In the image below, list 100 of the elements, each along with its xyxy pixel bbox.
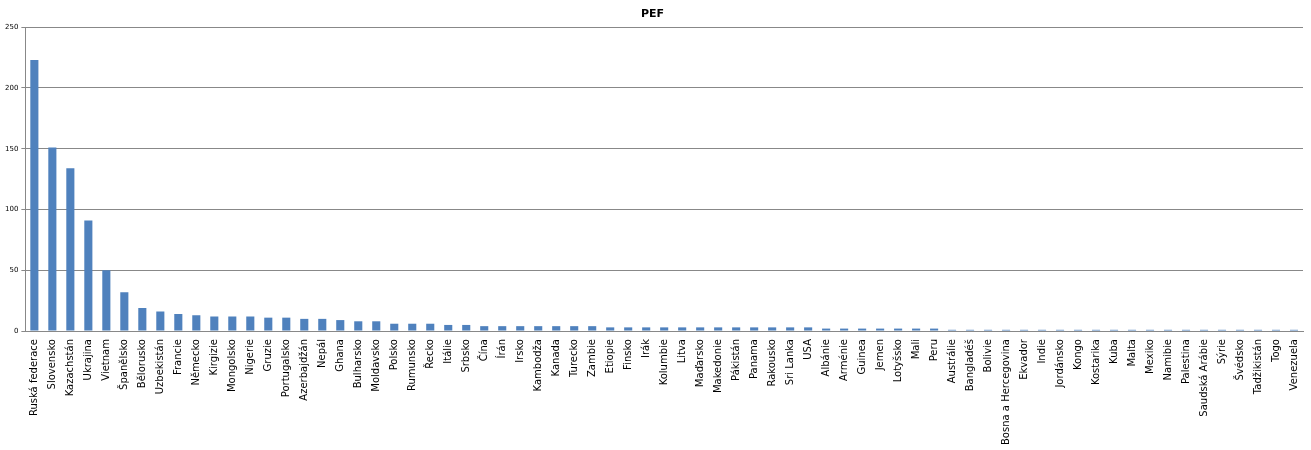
bar <box>264 317 273 331</box>
x-tick-label: Řecko <box>422 339 435 369</box>
x-tick-label: Togo <box>1269 339 1281 364</box>
x-tick-label: Čína <box>476 339 489 362</box>
bar <box>552 326 561 331</box>
x-tick-label: Srbsko <box>459 339 471 373</box>
x-tick-label: Irák <box>639 338 651 358</box>
x-tick-label: Bosna a Hercegovina <box>999 339 1011 445</box>
bar <box>462 324 471 331</box>
x-tick-label: Mexiko <box>1143 339 1155 374</box>
bar <box>768 327 777 331</box>
bar <box>444 324 453 331</box>
x-tick-label: Azerbajdžán <box>297 339 309 401</box>
x-tick-label: Kazachstán <box>63 339 75 397</box>
x-tick-label: Rumunsko <box>405 339 417 392</box>
x-tick-label: Slovensko <box>45 339 57 390</box>
x-tick-label: Kuba <box>1107 339 1119 364</box>
x-tick-label: Jemen <box>873 339 885 372</box>
bar <box>606 327 615 331</box>
x-tick-label: Kongo <box>1071 339 1083 370</box>
x-tick-label: Polsko <box>387 339 399 371</box>
x-tick-label: Jordánsko <box>1053 339 1065 389</box>
x-tick-label: Uzbekistán <box>153 339 165 395</box>
x-tick-label: Saudská Arábie <box>1197 339 1209 417</box>
x-tick-label: Kolumbie <box>657 339 669 386</box>
bar <box>102 270 111 331</box>
x-tick-label: Ekvador <box>1017 338 1029 380</box>
bar <box>66 168 75 331</box>
x-tick-label: Bolivie <box>981 339 993 373</box>
x-tick-label: Arménie <box>837 339 849 381</box>
bar <box>642 327 651 331</box>
x-tick-label: Irsko <box>513 339 525 363</box>
x-tick-label: Malta <box>1125 339 1137 367</box>
bar <box>570 326 579 331</box>
x-tick-label: Ghana <box>333 339 345 372</box>
bar <box>534 326 543 331</box>
x-tick-label: Peru <box>927 339 939 362</box>
x-tick-label: Mongolsko <box>225 339 237 393</box>
bar <box>480 326 489 331</box>
x-tick-label: Nepál <box>315 339 327 368</box>
bar <box>786 327 795 331</box>
x-tick-label: Nigerie <box>243 339 255 375</box>
x-tick-label: Německo <box>189 339 201 386</box>
bar <box>336 320 345 331</box>
x-tick-label: Kambodža <box>531 339 543 392</box>
bar <box>228 316 237 331</box>
bar <box>282 317 291 331</box>
x-tick-label: Kirgizie <box>207 339 219 376</box>
x-tick-label: Rakousko <box>765 339 777 387</box>
x-tick-label: Ukrajina <box>81 339 93 381</box>
bar <box>408 323 417 331</box>
x-tick-label: Španělsko <box>116 339 129 390</box>
bar <box>390 323 399 331</box>
x-tick-label: USA <box>801 338 813 360</box>
chart-title: PEF <box>640 7 665 21</box>
x-tick-label: Kanada <box>549 339 561 377</box>
bar <box>192 315 201 331</box>
x-tick-label: Itálie <box>441 339 453 364</box>
bar <box>156 311 165 331</box>
x-tick-label: Venezuela <box>1287 339 1299 391</box>
bar <box>588 326 597 331</box>
bar <box>174 314 183 331</box>
x-tick-label: Tadžikistán <box>1251 339 1263 396</box>
bar <box>714 327 723 331</box>
bar <box>426 323 435 331</box>
x-tick-label: Indie <box>1035 339 1047 364</box>
bar <box>660 327 669 331</box>
x-tick-label: Turecko <box>567 339 579 379</box>
bar <box>678 327 687 331</box>
x-tick-label: Lotyšsko <box>891 339 903 383</box>
bar <box>354 321 363 331</box>
x-tick-label: Vietnam <box>99 339 111 381</box>
bar <box>84 220 93 331</box>
x-tick-label: Moldavsko <box>369 339 381 392</box>
bar <box>624 327 633 331</box>
bar <box>696 327 705 331</box>
bar <box>498 326 507 331</box>
x-tick-label: Portugalsko <box>279 339 291 398</box>
x-tick-label: Palestina <box>1179 339 1191 385</box>
x-tick-label: Maďarsko <box>693 339 705 388</box>
x-tick-label: Bělorusko <box>135 339 147 389</box>
x-tick-label: Litva <box>675 339 687 364</box>
x-tick-label: Kostarika <box>1089 339 1101 386</box>
x-tick-label: Ruská federace <box>27 339 39 417</box>
x-tick-label: Pákistán <box>729 339 741 381</box>
x-tick-label: Albánie <box>819 339 831 377</box>
bar <box>372 321 381 331</box>
bar <box>246 316 255 331</box>
bar <box>210 316 219 331</box>
x-tick-label: Bulharsko <box>351 339 363 389</box>
x-tick-label: Írán <box>494 339 507 359</box>
bar <box>732 327 741 331</box>
x-tick-label: Sri Lanka <box>783 339 795 386</box>
bar <box>750 327 759 331</box>
x-tick-label: Zambie <box>585 339 597 378</box>
x-tick-label: Namibie <box>1161 339 1173 381</box>
bar <box>516 326 525 331</box>
x-tick-label: Švédsko <box>1232 339 1245 381</box>
bar <box>804 327 813 331</box>
bar <box>120 292 129 331</box>
